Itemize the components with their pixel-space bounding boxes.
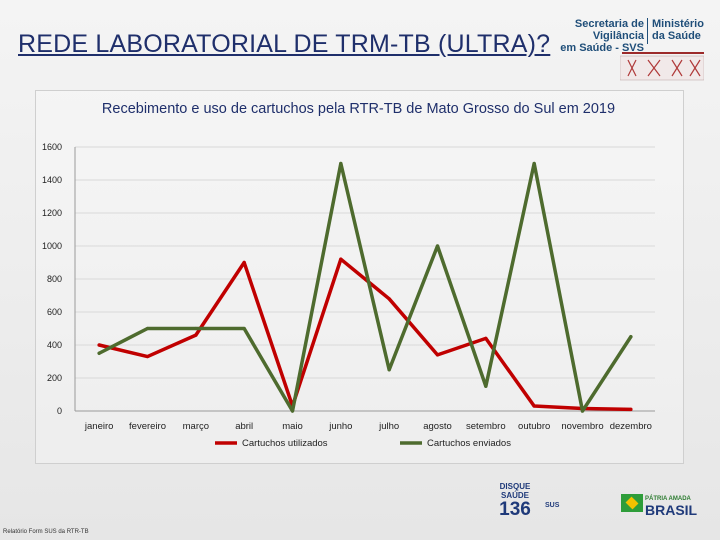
data-point	[532, 404, 536, 408]
data-point	[290, 409, 295, 413]
secretaria-logo-text: Secretaria de Vigilância em Saúde - SVS	[524, 18, 644, 54]
x-tick-label: fevereiro	[129, 421, 166, 432]
data-point	[580, 409, 585, 413]
data-point	[484, 336, 488, 340]
x-tick-label: janeiro	[84, 421, 114, 432]
x-tick-label: março	[183, 421, 209, 432]
secretaria-line2: em Saúde - SVS	[560, 42, 644, 54]
x-tick-label: novembro	[561, 421, 603, 432]
brazil-flag-icon	[621, 494, 643, 512]
y-tick-label: 0	[57, 406, 62, 416]
ministerio-line2: da Saúde	[652, 30, 701, 42]
data-point	[387, 297, 391, 301]
data-point	[484, 384, 488, 388]
y-tick-label: 1200	[42, 208, 62, 218]
logo-divider	[647, 18, 648, 44]
data-point	[387, 368, 391, 372]
data-point	[629, 335, 633, 339]
data-point	[435, 244, 440, 248]
x-tick-label: junho	[328, 421, 352, 432]
legend-label: Cartuchos enviados	[427, 438, 511, 449]
disque-line2: SAÚDE	[500, 491, 529, 500]
x-tick-label: dezembro	[610, 421, 652, 432]
chart-title: Recebimento e uso de cartuchos pela RTR-…	[101, 101, 616, 117]
brasil-text: BRASIL	[645, 502, 698, 518]
chart-frame	[35, 90, 684, 464]
lab-network-logo	[620, 52, 704, 81]
data-point	[194, 326, 198, 331]
data-point	[435, 353, 440, 357]
sus-logo: SUS	[545, 502, 560, 509]
x-tick-label: outubro	[518, 421, 550, 432]
data-point	[194, 333, 198, 337]
x-tick-label: julho	[378, 421, 399, 432]
data-point	[629, 407, 633, 411]
data-point	[242, 326, 246, 331]
data-point	[339, 257, 343, 261]
y-tick-label: 1600	[42, 142, 62, 152]
data-point	[145, 326, 150, 331]
y-tick-label: 1400	[42, 175, 62, 185]
disque-number: 136	[499, 499, 531, 520]
y-tick-label: 400	[47, 340, 62, 350]
ministerio-logo-text: Ministério da Saúde	[652, 18, 712, 42]
y-tick-label: 800	[47, 274, 62, 284]
x-tick-label: maio	[282, 421, 303, 432]
disque-saude-logo: DISQUE SAÚDE 136	[495, 482, 535, 520]
legend-label: Cartuchos utilizados	[242, 438, 328, 449]
series-line-1	[97, 161, 633, 413]
data-point	[97, 343, 101, 347]
svs-ministerio-logo: Secretaria de Vigilância em Saúde - SVS …	[524, 18, 704, 86]
patria-amada-text: PÁTRIA AMADA	[645, 496, 691, 502]
ministerio-line1: Ministério	[652, 18, 704, 30]
data-point	[97, 351, 101, 355]
series-line-0	[97, 257, 633, 412]
x-tick-label: agosto	[423, 421, 452, 432]
x-tick-label: abril	[235, 421, 253, 432]
y-tick-label: 200	[47, 373, 62, 383]
y-tick-label: 600	[47, 307, 62, 317]
data-point	[339, 161, 343, 166]
disque-line1: DISQUE	[499, 482, 531, 491]
source-footnote: Relatório Form SUS da RTR-TB	[3, 529, 89, 535]
y-tick-label: 1000	[42, 241, 62, 251]
secretaria-line1: Secretaria de Vigilância	[574, 18, 644, 42]
x-tick-label: setembro	[466, 421, 506, 432]
government-logos: DISQUE SAÚDE 136 SUS PÁTRIA AMADA BRASIL	[495, 482, 698, 522]
slide-title: REDE LABORATORIAL DE TRM-TB (ULTRA)?	[18, 30, 551, 58]
data-point	[532, 161, 536, 166]
data-point	[145, 354, 150, 359]
data-point	[242, 260, 246, 265]
